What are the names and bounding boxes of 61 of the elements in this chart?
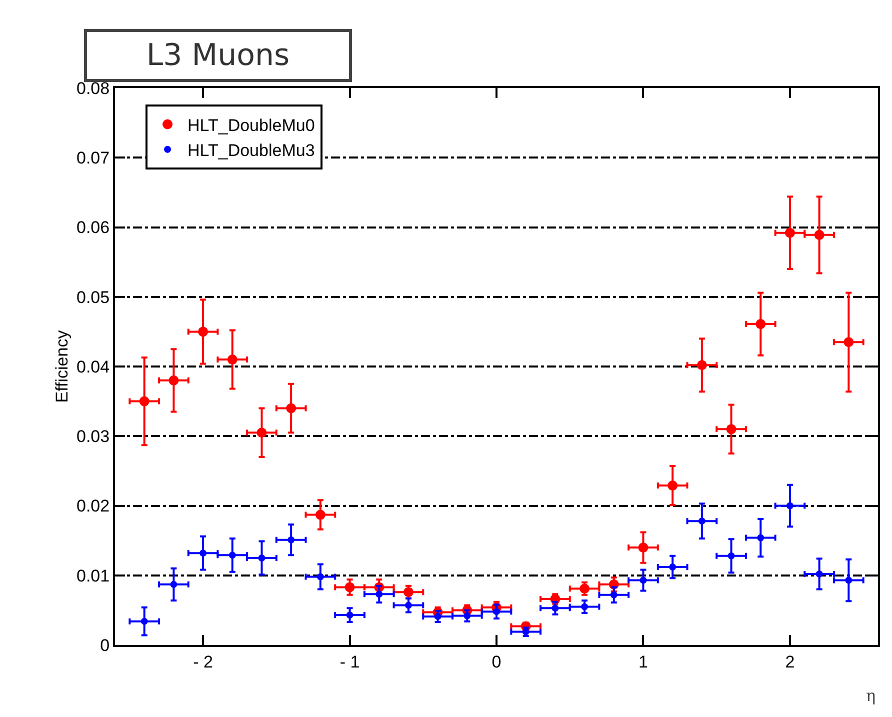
point: [610, 591, 618, 598]
point: [728, 552, 735, 560]
point: [698, 518, 706, 525]
point: [784, 228, 795, 238]
x-axis-title: η: [866, 686, 876, 705]
point: [168, 375, 179, 386]
point: [376, 590, 383, 598]
point: [640, 576, 647, 584]
y-tick-label: 0.08: [76, 78, 110, 98]
y-tick-label: 0.04: [76, 357, 110, 376]
point: [756, 319, 766, 330]
x-tick-label: 1: [638, 652, 648, 672]
y-tick-label: 0.06: [76, 218, 110, 238]
point: [434, 612, 442, 620]
point: [493, 608, 500, 616]
point: [315, 510, 326, 520]
x-tick-label: - 2: [193, 652, 213, 672]
y-tick-label: 0: [100, 636, 110, 655]
y-tick-label: 0.02: [76, 496, 110, 516]
point: [464, 612, 471, 620]
point: [316, 573, 324, 580]
point: [288, 536, 295, 544]
y-tick-label: 0.05: [76, 288, 110, 307]
legend-label: HLT_DoubleMu3: [188, 140, 315, 160]
point: [814, 230, 824, 240]
point: [786, 502, 794, 510]
chart-title: L3 Muons: [146, 38, 290, 73]
point: [581, 603, 588, 610]
point: [668, 480, 678, 491]
y-axis-title: Efficiency: [52, 330, 72, 403]
point: [638, 542, 648, 553]
point: [346, 612, 354, 619]
point: [403, 587, 414, 598]
point: [696, 360, 707, 370]
point: [258, 554, 266, 562]
y-tick-label: 0.07: [76, 148, 110, 168]
x-tick-label: 0: [492, 652, 502, 672]
point: [228, 552, 236, 559]
point: [552, 604, 559, 612]
point: [286, 403, 296, 414]
point: [227, 354, 238, 365]
legend-label: HLT_DoubleMu0: [188, 116, 315, 135]
point: [170, 580, 178, 588]
point: [198, 326, 208, 337]
point: [580, 584, 590, 594]
point: [256, 428, 267, 438]
point: [344, 582, 355, 592]
point: [726, 424, 736, 434]
point: [816, 570, 823, 578]
point: [845, 576, 852, 584]
point: [200, 550, 207, 557]
point: [139, 396, 150, 406]
point: [844, 337, 854, 348]
x-tick-label: - 1: [340, 652, 360, 672]
x-tick-label: 2: [785, 652, 795, 672]
point: [669, 564, 676, 571]
point: [140, 618, 148, 625]
point: [757, 534, 764, 542]
y-tick-label: 0.03: [76, 427, 110, 446]
point: [404, 602, 412, 609]
y-tick-label: 0.01: [76, 566, 110, 586]
